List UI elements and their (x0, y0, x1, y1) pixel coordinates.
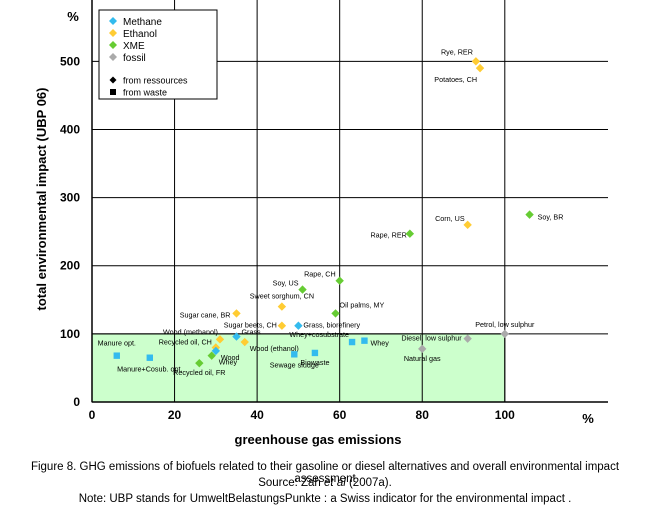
data-point (298, 285, 307, 294)
data-label: Sugar beets, CH (224, 321, 277, 330)
axis-ticks: 0 20 40 60 80 100 0 100 200 300 400 500 (60, 54, 515, 422)
data-label: Oil palms, MY (340, 300, 385, 309)
data-point (348, 338, 356, 346)
data-point (463, 220, 472, 230)
legend-label: from waste (123, 88, 167, 98)
data-label: Whey+cosubstrate (289, 330, 349, 339)
scatter-chart: 0 20 40 60 80 100 0 100 200 300 400 500 Rye, RER Pot… (34, 0, 608, 447)
source-prefix: Source: Zah (258, 477, 325, 489)
data-label: Recycled oil, CH (159, 337, 212, 346)
data-label: Recycled oil, FR (173, 368, 225, 377)
data-point (463, 334, 472, 343)
data-point (331, 309, 340, 318)
data-point (311, 349, 319, 357)
plot-frame (91, 0, 608, 403)
y-tick-label: 400 (60, 122, 80, 136)
legend-label: Ethanol (123, 29, 157, 40)
data-point (361, 337, 368, 344)
data-point (500, 329, 509, 339)
legend-box (98, 9, 218, 100)
data-point (240, 337, 249, 347)
y-tick-label: 200 (60, 259, 80, 273)
data-point (113, 352, 120, 359)
data-label: Diesel, low sulphur (401, 334, 462, 343)
data-label: Wood (ethanol) (250, 344, 299, 353)
legend-label: from ressources (123, 76, 188, 86)
data-point (525, 210, 534, 219)
data-point (335, 276, 344, 285)
data-label: Biowaste (300, 358, 329, 367)
data-label: Sewage sludge (270, 360, 319, 369)
data-label: Whey (219, 358, 238, 367)
y-tick-label: 500 (60, 54, 80, 68)
y-axis-label: total environmental impact (UBP 06) (34, 88, 49, 311)
data-label: Rye, RER (441, 47, 473, 56)
data-points (113, 57, 534, 368)
data-point (277, 302, 287, 311)
x-tick-label: 20 (168, 408, 182, 422)
source-et-al: et al (324, 477, 346, 489)
figure-source: Source: Zah et al (2007a). (0, 477, 650, 489)
data-label: Rape, CH (304, 270, 336, 279)
y-tick-label: 0 (73, 395, 80, 409)
data-label: Potatoes, CH (434, 75, 477, 84)
legend-marker (109, 41, 117, 49)
data-label: Sugar cane, BR (180, 310, 231, 319)
data-point (291, 351, 298, 358)
data-point (294, 321, 303, 330)
legend-label: fossil (123, 53, 146, 64)
data-point (405, 229, 415, 238)
data-point (418, 344, 427, 354)
legend-label: Methane (123, 17, 162, 28)
data-label: Whey (370, 339, 389, 348)
data-label: Soy, BR (538, 213, 564, 222)
data-point (207, 351, 216, 360)
highlight-region (91, 333, 506, 403)
data-label: Manure opt. (98, 339, 136, 348)
legend-marker (109, 29, 117, 37)
x-tick-label: 60 (333, 408, 347, 422)
legend-marker (109, 76, 117, 84)
x-unit-label: % (582, 411, 594, 426)
source-suffix: (2007a). (345, 477, 392, 489)
data-label: Rape, RER (370, 231, 406, 240)
data-label: Corn, US (435, 214, 465, 223)
y-unit-label: % (67, 9, 79, 24)
data-point (471, 57, 481, 66)
point-labels: Rye, RER Potatoes, CH Soy, BR Corn, US Rape,… (98, 47, 564, 377)
data-point (195, 358, 204, 368)
figure-caption: Figure 8. GHG emissions of biofuels rela… (30, 461, 620, 485)
data-point (277, 321, 287, 330)
figure-note: Note: UBP stands for UmweltBelastungsPun… (78, 493, 572, 505)
x-tick-label: 80 (416, 408, 430, 422)
data-label: Grass (241, 328, 261, 337)
data-label: Petrol, low sulphur (475, 320, 535, 329)
legend-marker (109, 17, 117, 25)
y-tick-label: 300 (60, 191, 80, 205)
data-point (146, 354, 153, 361)
y-tick-label: 100 (60, 327, 80, 341)
x-tick-label: 0 (89, 408, 96, 422)
legend-label: XME (123, 41, 145, 52)
data-label: Wood (methanol) (163, 327, 218, 336)
data-label: Wood (221, 353, 240, 362)
data-label: Natural gas (404, 354, 441, 363)
x-tick-label: 40 (250, 408, 264, 422)
data-label: Manure+Cosub. opt. (117, 365, 182, 374)
data-point (215, 335, 225, 344)
data-point (211, 346, 221, 356)
x-tick-label: 100 (495, 408, 515, 422)
data-label: Soy, US (273, 279, 299, 288)
x-axis-label: greenhouse gas emissions (235, 432, 402, 447)
data-label: Grass, biorefinery (303, 321, 360, 330)
data-point (232, 332, 241, 341)
data-label: Sweet sorghum, CN (250, 292, 314, 301)
legend-marker (110, 89, 116, 95)
legend-marker (109, 53, 117, 61)
data-point (475, 63, 485, 73)
data-point (232, 309, 241, 318)
